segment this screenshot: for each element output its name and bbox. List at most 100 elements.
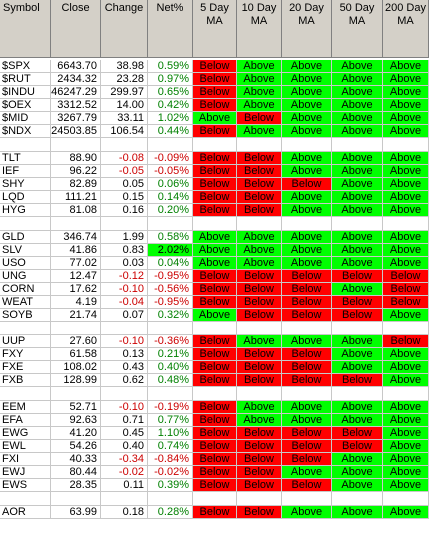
close-cell: 6643.70 (51, 60, 101, 73)
net-pct-cell: 2.02% (148, 243, 193, 257)
symbol-cell[interactable]: LQD (0, 190, 51, 204)
separator-cell (332, 138, 383, 152)
ma5-cell: Below (193, 374, 237, 388)
change-cell: 0.16 (101, 203, 148, 217)
column-header-4[interactable]: 5 Day MA (193, 0, 237, 58)
ma50-cell: Above (332, 73, 383, 86)
symbol-cell[interactable]: $MID (0, 112, 51, 125)
ma50-cell: Above (332, 203, 383, 217)
symbol-cell[interactable]: USO (0, 256, 51, 270)
symbol-cell[interactable]: HYG (0, 203, 51, 217)
ma50-cell: Above (332, 348, 383, 362)
net-pct-cell: 0.77% (148, 414, 193, 428)
symbol-cell[interactable]: EWL (0, 440, 51, 454)
column-header-2[interactable]: Change (101, 0, 148, 58)
symbol-cell[interactable]: FXE (0, 361, 51, 375)
ma10-cell: Below (237, 374, 282, 388)
change-cell: 299.97 (101, 86, 148, 99)
ma200-cell: Above (383, 256, 429, 270)
separator-cell (148, 216, 193, 231)
ma200-cell: Above (383, 164, 429, 178)
symbol-cell[interactable]: WEAT (0, 295, 51, 309)
column-header-text: MA (298, 15, 315, 27)
net-pct-cell: -0.84% (148, 453, 193, 467)
net-pct-cell: 0.32% (148, 308, 193, 322)
ma20-cell: Below (282, 308, 332, 322)
ma20-cell: Below (282, 427, 332, 441)
column-header-text: Symbol (3, 2, 40, 14)
symbol-cell[interactable]: EFA (0, 414, 51, 428)
symbol-cell[interactable]: EWS (0, 479, 51, 493)
symbol-cell[interactable]: UUP (0, 335, 51, 349)
symbol-cell[interactable]: IEF (0, 164, 51, 178)
ma10-cell: Below (237, 190, 282, 204)
column-header-7[interactable]: 50 Day MA (332, 0, 383, 58)
symbol-cell[interactable]: EEM (0, 401, 51, 415)
symbol-cell[interactable]: EWJ (0, 466, 51, 480)
symbol-cell[interactable]: FXI (0, 453, 51, 467)
ma10-cell: Above (237, 243, 282, 257)
net-pct-cell: 0.21% (148, 348, 193, 362)
column-header-3[interactable]: Net% (148, 0, 193, 58)
column-header-6[interactable]: 20 Day MA (282, 0, 332, 58)
symbol-cell[interactable]: FXY (0, 348, 51, 362)
symbol-cell[interactable]: $SPX (0, 60, 51, 73)
ma200-cell: Below (383, 295, 429, 309)
ma20-cell: Above (282, 125, 332, 138)
net-pct-cell: 0.48% (148, 374, 193, 388)
close-cell: 63.99 (51, 506, 101, 519)
symbol-cell[interactable]: SOYB (0, 308, 51, 322)
symbol-cell[interactable]: EWG (0, 427, 51, 441)
column-header-1[interactable]: Close (51, 0, 101, 58)
symbol-cell[interactable]: UNG (0, 269, 51, 283)
separator-cell (101, 321, 148, 336)
ma10-cell: Below (237, 177, 282, 191)
ma10-cell: Above (237, 73, 282, 86)
ma200-cell: Above (383, 453, 429, 467)
ma10-cell: Above (237, 256, 282, 270)
symbol-cell[interactable]: CORN (0, 282, 51, 296)
column-header-5[interactable]: 10 Day MA (237, 0, 282, 58)
ma5-cell: Below (193, 506, 237, 519)
symbol-cell[interactable]: GLD (0, 230, 51, 244)
symbol-cell[interactable]: $RUT (0, 73, 51, 86)
change-cell: -0.10 (101, 335, 148, 349)
close-cell: 4.19 (51, 295, 101, 309)
ma10-cell: Below (237, 453, 282, 467)
symbol-cell[interactable]: $NDX (0, 125, 51, 138)
change-cell: 14.00 (101, 99, 148, 112)
separator-cell (0, 138, 51, 152)
separator-cell (193, 492, 237, 506)
ma20-cell: Above (282, 335, 332, 349)
symbol-cell[interactable]: $OEX (0, 99, 51, 112)
column-header-8[interactable]: 200 Day MA (383, 0, 429, 58)
ma10-cell: Above (237, 86, 282, 99)
ma50-cell: Above (332, 453, 383, 467)
ma20-cell: Below (282, 440, 332, 454)
separator-cell (282, 387, 332, 402)
change-cell: -0.34 (101, 453, 148, 467)
close-cell: 111.21 (51, 190, 101, 204)
close-cell: 40.33 (51, 453, 101, 467)
symbol-cell[interactable]: TLT (0, 151, 51, 165)
separator-cell (332, 492, 383, 506)
symbol-cell[interactable]: SLV (0, 243, 51, 257)
ma5-cell: Below (193, 453, 237, 467)
column-header-0[interactable]: Symbol (0, 0, 51, 58)
net-pct-cell: -0.95% (148, 295, 193, 309)
ma5-cell: Below (193, 295, 237, 309)
symbol-cell[interactable]: $INDU (0, 86, 51, 99)
separator-cell (0, 321, 51, 336)
ma10-cell: Below (237, 203, 282, 217)
ma5-cell: Below (193, 335, 237, 349)
column-header-text: MA (206, 15, 223, 27)
close-cell: 54.26 (51, 440, 101, 454)
symbol-cell[interactable]: FXB (0, 374, 51, 388)
separator-cell (193, 216, 237, 231)
ma10-cell: Below (237, 164, 282, 178)
symbol-cell[interactable]: AOR (0, 506, 51, 519)
symbol-cell[interactable]: SHY (0, 177, 51, 191)
column-header-text: 5 Day (200, 2, 229, 14)
net-pct-cell: 0.20% (148, 203, 193, 217)
